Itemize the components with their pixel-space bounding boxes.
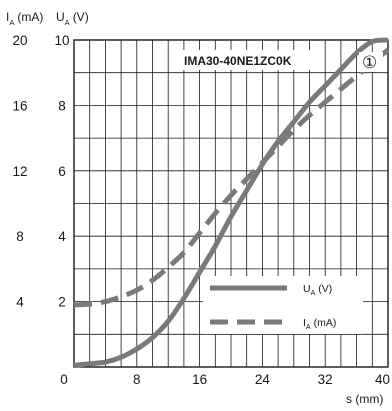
legend-ua-sub: A bbox=[311, 290, 316, 297]
x-tick-label: 8 bbox=[133, 372, 141, 387]
chart-title-background bbox=[181, 50, 317, 70]
left-axis-label-sub: A bbox=[9, 18, 14, 27]
x-tick-labels: 0 8 16 24 32 40 bbox=[60, 372, 390, 387]
legend-ia-sub: A bbox=[306, 324, 311, 331]
right-tick-label: 8 bbox=[58, 98, 66, 113]
right-tick-label: 2 bbox=[58, 295, 66, 310]
right-axis-label: UA (V) bbox=[56, 10, 89, 27]
left-tick-label: 20 bbox=[12, 33, 27, 48]
legend-entry-ia: IA (mA) bbox=[303, 317, 336, 331]
x-tick-label: 24 bbox=[255, 372, 271, 387]
plot-border bbox=[73, 39, 389, 368]
left-tick-labels: 4 8 12 16 20 bbox=[12, 33, 27, 310]
legend-ua-unit: (V) bbox=[318, 283, 332, 295]
legend-ua-main: U bbox=[303, 283, 311, 295]
right-tick-labels: 2 4 6 8 10 bbox=[54, 33, 69, 310]
series-layer bbox=[73, 37, 390, 368]
chart-title: IMA30-40NE1ZC0K bbox=[184, 54, 292, 68]
left-tick-label: 4 bbox=[16, 295, 24, 310]
circled-one-marker: ① bbox=[362, 53, 377, 72]
left-axis-label-main: I bbox=[6, 10, 9, 24]
right-tick-label: 6 bbox=[58, 164, 66, 179]
left-axis-label-unit: (mA) bbox=[17, 10, 43, 24]
legend-entry-ua: UA (V) bbox=[303, 283, 332, 297]
left-tick-label: 12 bbox=[12, 164, 27, 179]
series-ua-line bbox=[73, 37, 389, 368]
right-axis-label-unit: (V) bbox=[73, 10, 89, 24]
left-tick-label: 16 bbox=[12, 98, 27, 113]
x-tick-label: 40 bbox=[375, 372, 390, 387]
right-tick-label: 4 bbox=[58, 229, 66, 244]
right-axis-label-main: U bbox=[56, 10, 65, 24]
x-tick-label: 32 bbox=[318, 372, 333, 387]
marker-background bbox=[359, 52, 383, 72]
legend-ia-unit: (mA) bbox=[314, 317, 337, 329]
right-tick-label: 10 bbox=[54, 33, 69, 48]
legend: UA (V) IA (mA) bbox=[203, 276, 363, 334]
left-tick-label: 8 bbox=[16, 229, 24, 244]
right-axis-label-sub: A bbox=[65, 18, 70, 27]
x-tick-label: 16 bbox=[192, 372, 207, 387]
x-axis-label: s (mm) bbox=[346, 392, 383, 406]
legend-background bbox=[203, 276, 363, 334]
x-tick-label: 0 bbox=[60, 372, 68, 387]
left-axis-label: IA (mA) bbox=[6, 10, 43, 27]
plot-frame bbox=[73, 39, 389, 368]
legend-ia-main: I bbox=[303, 317, 306, 329]
series-ia-line bbox=[73, 47, 390, 308]
